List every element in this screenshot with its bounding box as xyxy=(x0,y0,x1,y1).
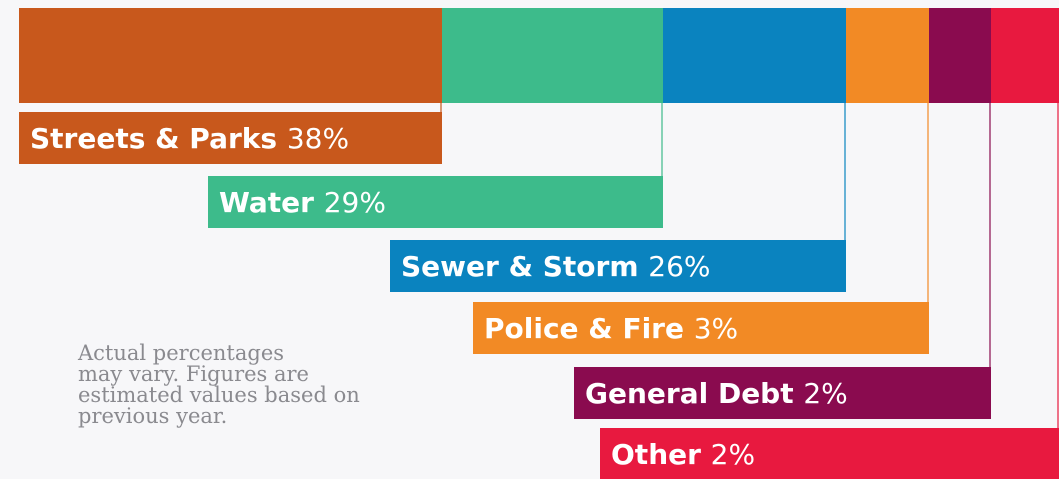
segment-police-fire xyxy=(846,8,929,103)
label-general-debt: General Debt 2% xyxy=(585,377,848,410)
label-sewer-storm: Sewer & Storm 26% xyxy=(401,250,711,283)
label-value-sewer-storm: 26% xyxy=(648,250,710,283)
label-value-streets-parks: 38% xyxy=(287,122,349,155)
label-name-general-debt: General Debt xyxy=(585,377,803,410)
label-bar-general-debt xyxy=(574,367,991,419)
segment-streets-parks xyxy=(19,8,442,103)
label-value-water: 29% xyxy=(324,186,386,219)
label-name-water: Water xyxy=(219,186,324,219)
segment-sewer-storm xyxy=(663,8,846,103)
segment-other xyxy=(991,8,1059,103)
label-bar-other xyxy=(600,428,1059,479)
label-name-other: Other xyxy=(611,438,711,471)
label-bar-sewer-storm xyxy=(390,240,846,292)
label-value-general-debt: 2% xyxy=(803,377,847,410)
label-police-fire: Police & Fire 3% xyxy=(484,312,738,345)
label-streets-parks: Streets & Parks 38% xyxy=(30,122,349,155)
footnote: Actual percentages may vary. Figures are… xyxy=(78,341,360,428)
label-name-sewer-storm: Sewer & Storm xyxy=(401,250,648,283)
label-bar-water xyxy=(208,176,663,228)
label-name-police-fire: Police & Fire xyxy=(484,312,694,345)
label-bar-police-fire xyxy=(473,302,929,354)
segment-general-debt xyxy=(929,8,991,103)
segment-water xyxy=(442,8,663,103)
label-bar-streets-parks xyxy=(19,112,442,164)
label-other: Other 2% xyxy=(611,438,755,471)
label-value-other: 2% xyxy=(711,438,755,471)
label-name-streets-parks: Streets & Parks xyxy=(30,122,287,155)
label-value-police-fire: 3% xyxy=(694,312,738,345)
label-water: Water 29% xyxy=(219,186,386,219)
